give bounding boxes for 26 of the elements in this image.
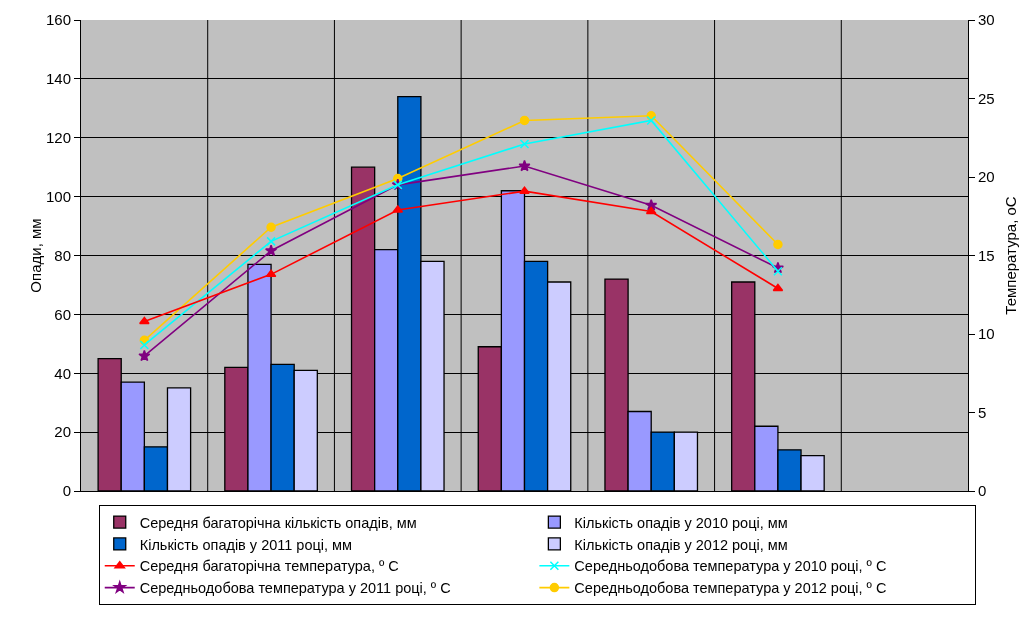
y-tick-label: 100 bbox=[45, 187, 71, 205]
legend-label: Середня багаторічна температура, º С bbox=[139, 558, 399, 575]
y2-tick-label: 20 bbox=[978, 168, 995, 186]
y-tick-label: 0 bbox=[62, 482, 71, 500]
y-tick-label: 20 bbox=[54, 423, 71, 441]
y2-tick-label: 30 bbox=[978, 11, 995, 29]
y-tick-label: 140 bbox=[45, 70, 71, 88]
legend-label: Кількість опадів у 2011 році, мм bbox=[139, 536, 353, 553]
legend-label: Середньодобова температура у 2010 році, º С bbox=[574, 558, 887, 575]
y2-tick-label: 5 bbox=[978, 403, 987, 421]
y-tick-label: 120 bbox=[45, 129, 71, 146]
y-tick-label: 60 bbox=[54, 305, 71, 323]
y2-tick-label: 10 bbox=[978, 325, 995, 343]
legend-label: Кількість опадів у 2010 році, мм bbox=[574, 514, 788, 531]
y-tick-label: 40 bbox=[54, 364, 71, 382]
legend-label: Кількість опадів у 2012 році, мм bbox=[574, 536, 788, 553]
y2-axis-title: Температура, oC bbox=[1001, 196, 1019, 315]
y-axis-title: Опади, мм bbox=[27, 218, 44, 293]
y2-tick-label: 0 bbox=[978, 482, 987, 500]
y2-tick-label: 15 bbox=[978, 246, 995, 264]
y-tick-label: 160 bbox=[45, 11, 71, 29]
y-tick-label: 80 bbox=[54, 246, 71, 264]
y2-tick-label: 25 bbox=[978, 89, 995, 107]
legend-label: Середньодобова температура у 2011 році, º С bbox=[139, 580, 451, 597]
legend-label: Середньодобова температура у 2012 році, º С bbox=[574, 580, 887, 597]
legend-label: Середня багаторічна кількість опадів, мм bbox=[139, 514, 417, 531]
